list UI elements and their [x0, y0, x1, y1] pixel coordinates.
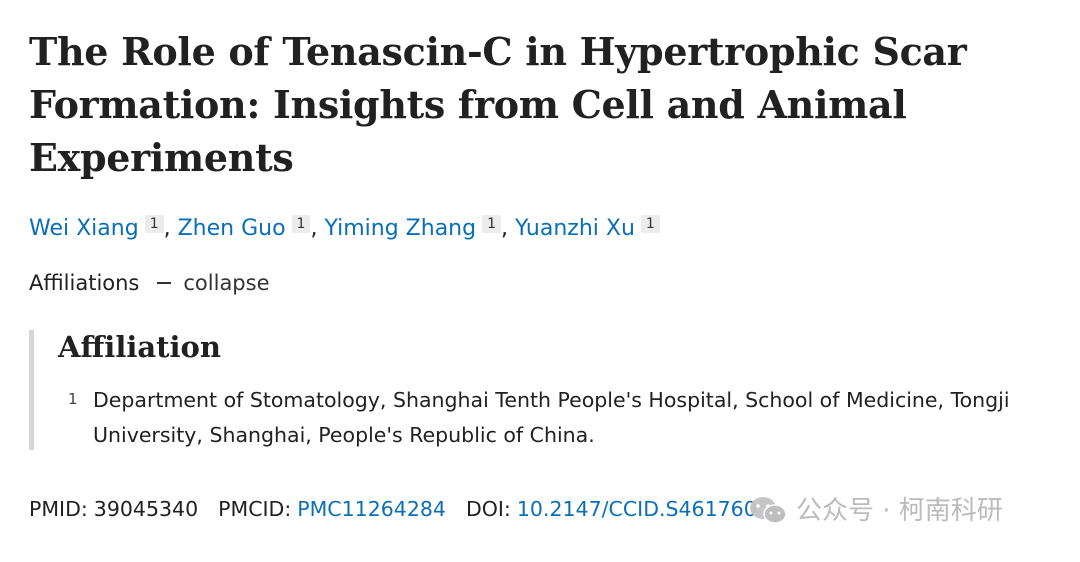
affiliation-number: 1	[68, 390, 78, 408]
doi-link[interactable]: 10.2147/CCID.S461760	[516, 497, 757, 521]
collapse-button[interactable]: collapse	[157, 271, 270, 295]
affiliation-ref[interactable]: 1	[291, 215, 311, 233]
author-separator: ,	[163, 216, 171, 241]
author-separator: ,	[310, 216, 318, 241]
author-link[interactable]: Zhen Guo	[177, 216, 286, 241]
collapse-label: collapse	[183, 271, 270, 295]
affiliations-toggle: Affiliations collapse	[29, 268, 270, 298]
affiliations-panel: Affiliation 1 Department of Stomatology,…	[29, 330, 1044, 450]
author-list: Wei Xiang 1, Zhen Guo 1, Yiming Zhang 1, Yuanz…	[29, 213, 660, 245]
article-title: The Role of Tenascin-C in Hypertrophic S…	[29, 29, 967, 180]
watermark: 公众号 · 柯南科研	[748, 494, 1003, 528]
affiliation-ref[interactable]: 1	[482, 215, 502, 233]
author-link[interactable]: Yiming Zhang	[324, 216, 477, 241]
author-separator: ,	[501, 216, 509, 241]
wechat-icon	[750, 497, 787, 524]
pmid-label: PMID:	[29, 497, 88, 521]
affiliation-ref[interactable]: 1	[640, 215, 660, 233]
pmcid-link[interactable]: PMC11264284	[297, 497, 446, 521]
author-link[interactable]: Yuanzhi Xu	[515, 216, 635, 241]
pmcid-label: PMCID:	[218, 497, 292, 521]
author-link[interactable]: Wei Xiang	[29, 216, 139, 241]
doi-label: DOI:	[465, 497, 511, 521]
pmid-value: 39045340	[93, 497, 199, 521]
affiliation-heading: Affiliation	[58, 330, 221, 364]
affiliations-label: Affiliations	[29, 271, 140, 295]
minus-icon	[157, 282, 172, 284]
article-identifiers: PMID: 39045340 PMCID: PMC11264284 DOI: 10.214…	[29, 494, 757, 524]
watermark-text: 公众号 · 柯南科研	[796, 496, 1003, 526]
affiliation-ref[interactable]: 1	[144, 215, 164, 233]
affiliation-text: Department of Stomatology, Shanghai Tent…	[93, 388, 1010, 447]
